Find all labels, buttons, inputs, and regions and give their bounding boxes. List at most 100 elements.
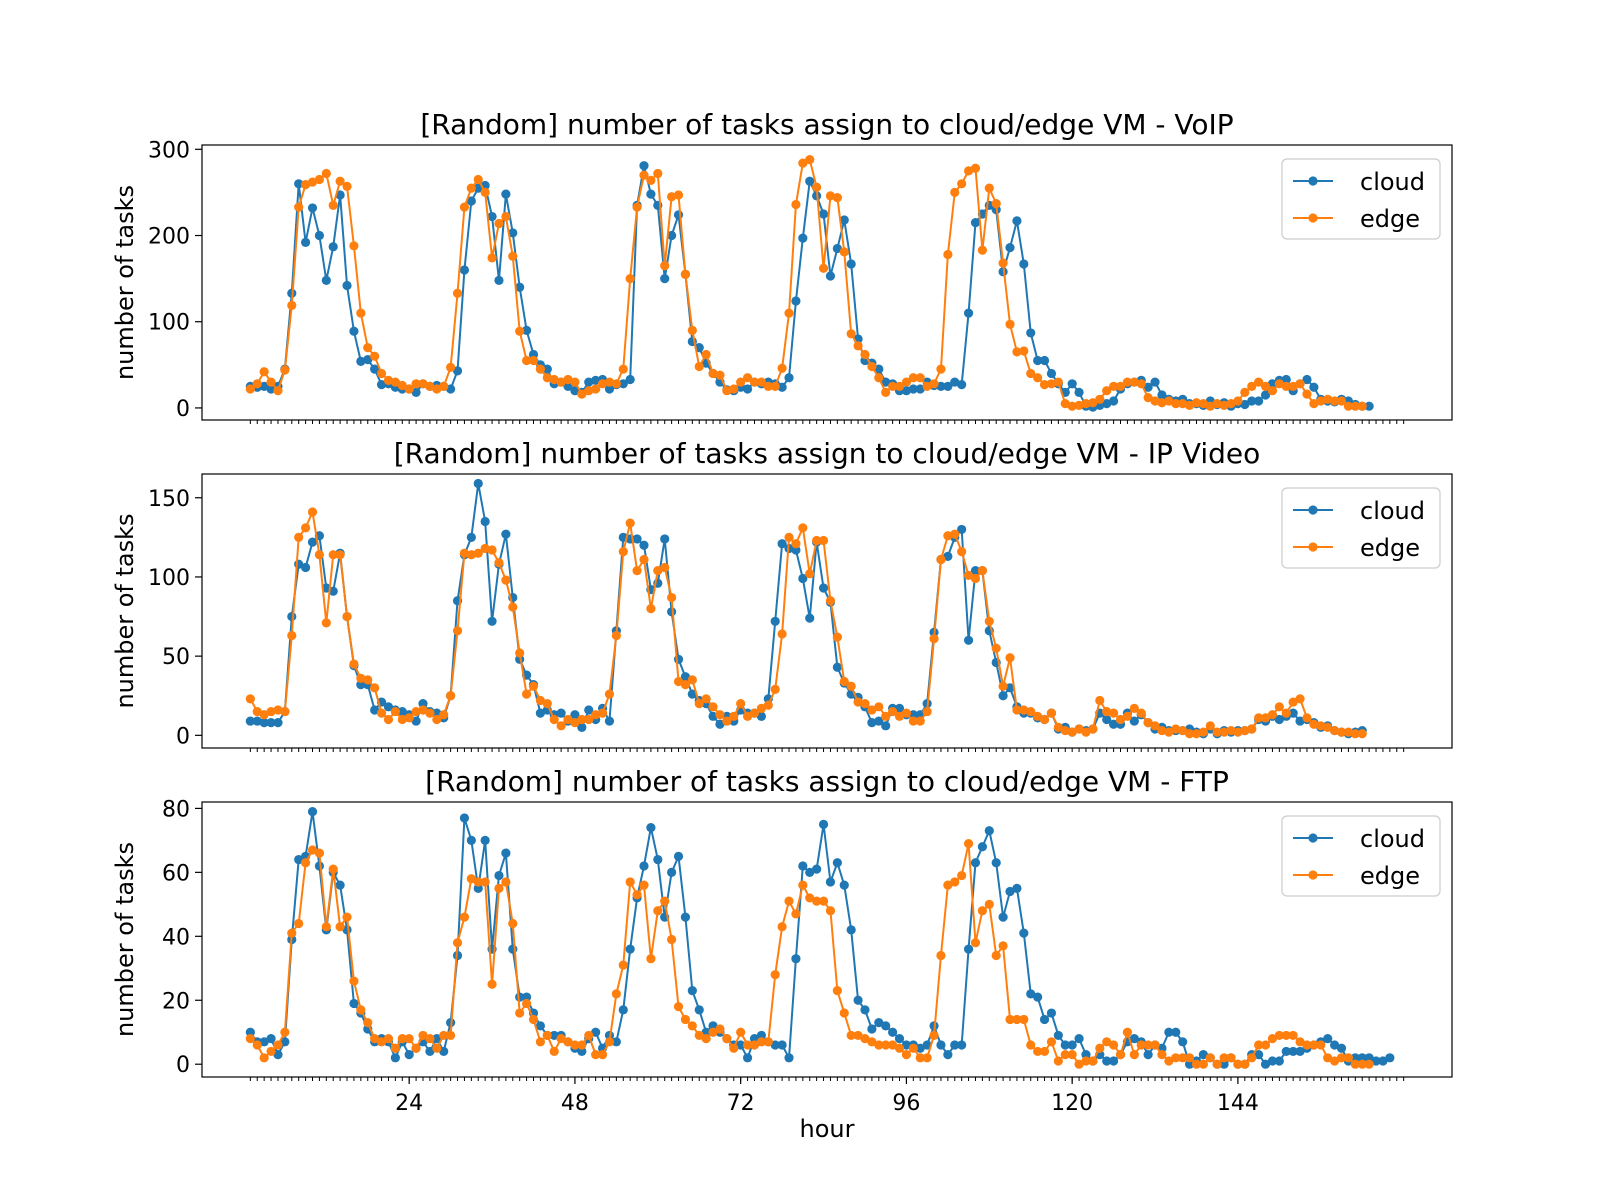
data-point-edge [252, 1040, 262, 1050]
data-point-edge [1122, 711, 1133, 721]
data-point-edge [1191, 1059, 1202, 1069]
data-point-edge [273, 1040, 283, 1050]
data-point-edge [839, 676, 849, 687]
data-point-edge [383, 714, 394, 725]
axes-frame [201, 473, 1453, 749]
data-point-edge [667, 934, 677, 945]
data-point-edge [784, 532, 794, 542]
data-point-cloud [466, 196, 476, 206]
legend-label-cloud: cloud [1360, 168, 1425, 196]
data-point-edge [729, 711, 739, 721]
series-line-cloud [249, 811, 1391, 1066]
data-point-edge [591, 710, 601, 720]
data-point-cloud [818, 819, 829, 829]
legend: cloud edge [1281, 815, 1441, 897]
data-point-cloud [687, 986, 697, 996]
data-point-edge [535, 364, 546, 374]
data-point-edge [625, 274, 635, 284]
data-point-edge [404, 713, 414, 723]
data-point-cloud [1102, 399, 1112, 409]
data-point-cloud [970, 858, 981, 868]
data-point-edge [998, 258, 1008, 268]
data-point-edge [494, 558, 504, 568]
data-point-edge [1088, 724, 1098, 734]
data-point-edge [280, 1027, 290, 1037]
data-point-edge [998, 681, 1008, 691]
data-point-cloud [708, 1021, 718, 1031]
data-point-edge [1184, 1053, 1195, 1063]
data-point-cloud [335, 880, 345, 890]
data-point-cloud [943, 551, 953, 561]
data-point-cloud [307, 806, 318, 817]
series-cloud [245, 478, 1367, 739]
data-point-cloud [1350, 1053, 1360, 1063]
data-point-cloud [259, 1037, 269, 1047]
data-point-cloud [501, 848, 511, 858]
data-point-edge [1005, 1014, 1015, 1025]
data-point-edge [708, 1027, 718, 1037]
data-point-edge [508, 251, 518, 261]
data-point-edge [356, 308, 366, 318]
data-point-edge [363, 342, 373, 353]
data-point-edge [1046, 379, 1057, 389]
data-point-cloud [273, 1050, 283, 1060]
data-point-cloud [970, 217, 981, 228]
legend-marker-edge [1308, 213, 1318, 223]
data-point-edge [749, 377, 760, 387]
data-point-edge [694, 699, 704, 709]
data-point-cloud [1198, 1050, 1208, 1060]
data-point-edge [1267, 386, 1278, 396]
data-point-cloud [411, 387, 421, 398]
data-point-edge [521, 689, 532, 699]
data-point-cloud [715, 719, 725, 729]
data-point-cloud [936, 381, 946, 391]
data-point-edge [722, 716, 732, 726]
data-point-edge [1150, 396, 1160, 406]
data-point-edge [1019, 1014, 1029, 1025]
data-point-edge [335, 176, 345, 186]
data-point-edge [957, 179, 967, 189]
data-point-edge [597, 1050, 608, 1060]
data-point-edge [687, 325, 697, 335]
data-point-cloud [874, 716, 884, 726]
data-point-edge [1226, 399, 1236, 409]
data-point-cloud [874, 364, 884, 374]
data-point-cloud [259, 381, 269, 391]
legend-marker-cloud [1308, 176, 1318, 186]
data-point-edge [832, 192, 842, 203]
data-point-edge [432, 1043, 442, 1053]
data-point-edge [549, 1046, 559, 1057]
data-point-edge [370, 351, 380, 361]
data-point-edge [839, 1008, 849, 1018]
data-point-edge [328, 200, 338, 210]
data-point-cloud [287, 611, 297, 622]
chart-title: [Random] number of tasks assign to cloud… [420, 108, 1233, 141]
data-point-cloud [1336, 1043, 1347, 1053]
data-point-edge [832, 632, 842, 642]
data-point-edge [888, 1040, 898, 1050]
data-point-edge [1357, 1059, 1367, 1069]
data-point-edge [404, 1034, 414, 1044]
data-point-edge [1198, 1059, 1208, 1069]
y-axis-label: number of tasks [111, 842, 139, 1037]
data-point-cloud [963, 308, 974, 318]
y-tick-label: 60 [162, 861, 190, 886]
data-point-cloud [1074, 1034, 1084, 1044]
data-point-cloud [494, 275, 504, 285]
data-point-cloud [487, 616, 497, 626]
data-point-cloud [991, 858, 1001, 868]
data-point-edge [805, 155, 815, 165]
data-point-edge [1302, 389, 1312, 399]
data-point-cloud [577, 722, 587, 733]
data-point-edge [280, 365, 290, 375]
data-point-edge [1074, 400, 1084, 410]
data-point-edge [901, 1050, 912, 1060]
data-point-edge [328, 864, 338, 874]
data-point-cloud [881, 1021, 891, 1031]
data-point-edge [1150, 1040, 1160, 1050]
data-point-edge [1039, 1046, 1050, 1057]
data-point-edge [446, 691, 456, 701]
data-point-cloud [742, 384, 753, 394]
data-point-cloud [577, 1046, 587, 1057]
